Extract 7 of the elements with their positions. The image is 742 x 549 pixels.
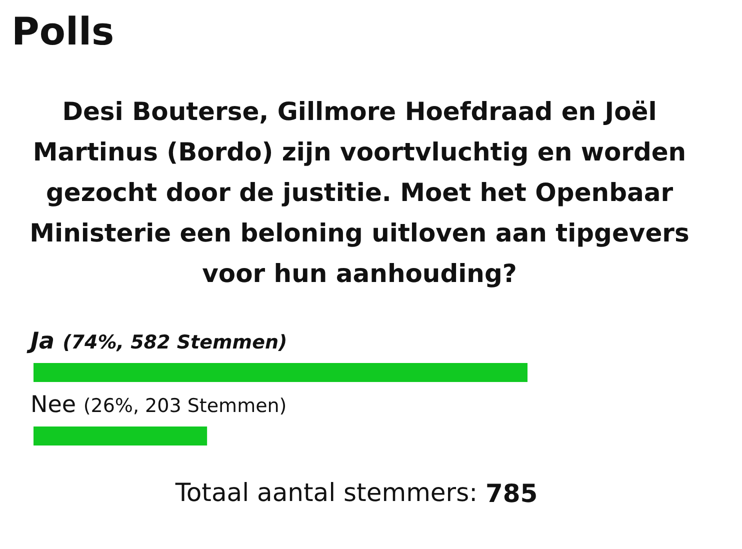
y-tick-label: Ja [26,328,55,354]
text: Totaal aantal stemmers: 785 [174,478,538,508]
y-tick-label: Nee [30,392,76,418]
data-label: (74%, 582 Stemmen) [62,332,288,354]
chart-title: Polls [12,10,114,54]
data-label: (26%, 203 Stemmen) [83,395,287,417]
chart-subtitle: Desi Bouterse, Gillmore Hoefdraad en Joël Martinus (Bordo) zijn voortvluchtig en worden gezocht door de justitie. Moet het Openbaar Ministerie een beloning uitloven aan tipgevers voor hun aanhouding? [30,97,690,288]
